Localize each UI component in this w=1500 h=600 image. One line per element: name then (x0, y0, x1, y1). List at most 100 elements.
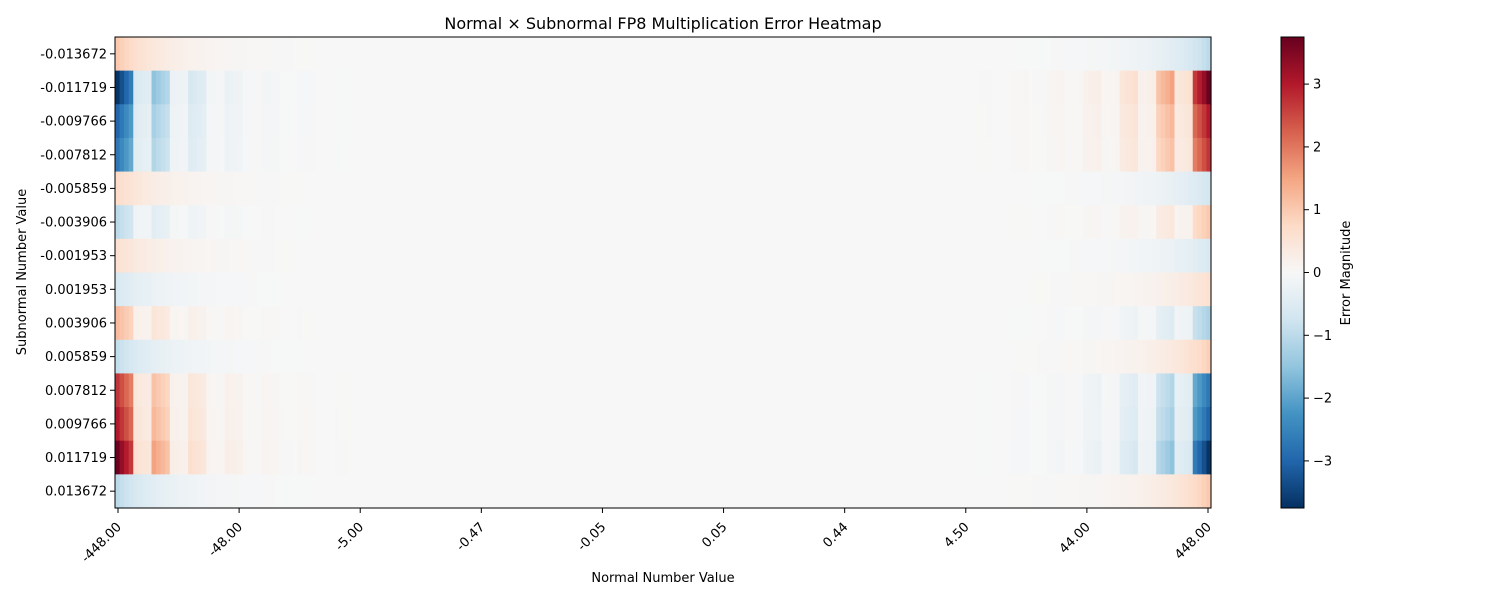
heatmap-cell (475, 171, 481, 206)
heatmap-cell (169, 205, 175, 240)
heatmap-cell (726, 137, 733, 173)
heatmap-cell (229, 306, 235, 341)
heatmap-cell (589, 474, 596, 509)
heatmap-cell (1206, 137, 1212, 173)
heatmap-cell (749, 407, 755, 442)
heatmap-cell (663, 104, 669, 139)
heatmap-cell (274, 373, 280, 408)
heatmap-cell (151, 272, 157, 307)
heatmap-cell (745, 37, 751, 72)
heatmap-cell (1005, 37, 1011, 72)
heatmap-cell (539, 238, 545, 274)
heatmap-cell (768, 137, 774, 173)
heatmap-cell (982, 339, 988, 375)
heatmap-cell (146, 407, 153, 442)
heatmap-cell (183, 238, 189, 274)
heatmap-cell (987, 70, 993, 105)
heatmap-cell (471, 205, 477, 240)
heatmap-cell (768, 407, 774, 442)
heatmap-cell (384, 137, 390, 173)
heatmap-cell (416, 104, 422, 139)
heatmap-cell (567, 137, 573, 173)
heatmap-cell (457, 171, 463, 206)
heatmap-cell (763, 272, 769, 307)
heatmap-cell (790, 474, 797, 509)
heatmap-cell (818, 474, 824, 509)
heatmap-cell (233, 373, 239, 408)
heatmap-cell (681, 104, 687, 139)
heatmap-cell (471, 272, 477, 307)
heatmap-cell (959, 104, 965, 139)
heatmap-cell (845, 238, 851, 274)
heatmap-cell (1069, 440, 1075, 475)
heatmap-cell (416, 70, 422, 105)
heatmap-cell (886, 407, 892, 442)
heatmap-cell (1169, 407, 1176, 442)
heatmap-cell (247, 104, 253, 139)
heatmap-cell (398, 171, 404, 206)
heatmap-cell (845, 205, 851, 240)
heatmap-cell (1133, 37, 1139, 72)
heatmap-cell (457, 373, 463, 408)
heatmap-cell (393, 474, 399, 509)
heatmap-cell (494, 205, 500, 240)
heatmap-cell (635, 306, 641, 341)
heatmap-cell (402, 474, 408, 509)
heatmap-cell (128, 440, 134, 475)
heatmap-cell (279, 373, 285, 408)
heatmap-cell (1128, 474, 1134, 509)
heatmap-cell (571, 339, 577, 375)
heatmap-cell (1119, 238, 1125, 274)
heatmap-cell (836, 407, 842, 442)
heatmap-cell (1023, 70, 1029, 105)
heatmap-cell (115, 407, 121, 442)
heatmap-cell (466, 205, 472, 240)
heatmap-cell (873, 272, 879, 307)
heatmap-cell (516, 171, 523, 206)
heatmap-cell (804, 70, 810, 105)
heatmap-cell (498, 272, 504, 307)
heatmap-cell (950, 407, 956, 442)
heatmap-cell (142, 339, 148, 375)
heatmap-cell (1060, 205, 1066, 240)
heatmap-cell (142, 373, 148, 408)
x-tick-label: 44.00 (1057, 520, 1094, 557)
heatmap-cell (895, 474, 902, 509)
heatmap-cell (699, 373, 705, 408)
heatmap-cell (343, 37, 349, 72)
heatmap-cell (384, 373, 390, 408)
heatmap-cell (617, 306, 623, 341)
heatmap-cell (311, 474, 317, 509)
heatmap-cell (987, 171, 993, 206)
heatmap-cell (197, 205, 203, 240)
heatmap-cell (868, 373, 874, 408)
heatmap-cell (868, 137, 874, 173)
heatmap-cell (247, 440, 253, 475)
heatmap-cell (174, 407, 180, 442)
heatmap-cell (361, 37, 367, 72)
heatmap-cell (882, 238, 888, 274)
heatmap-cell (210, 407, 217, 442)
heatmap-cell (407, 407, 413, 442)
heatmap-cell (1115, 205, 1121, 240)
heatmap-cell (484, 70, 491, 105)
heatmap-cell (927, 306, 934, 341)
heatmap-cell (516, 37, 523, 72)
heatmap-cell (968, 339, 975, 375)
heatmap-cell (786, 272, 792, 307)
heatmap-cell (978, 440, 984, 475)
heatmap-cell (1023, 373, 1029, 408)
heatmap-cell (389, 70, 395, 105)
heatmap-cell (658, 373, 664, 408)
heatmap-cell (635, 37, 641, 72)
heatmap-cell (293, 339, 299, 375)
heatmap-cell (649, 339, 655, 375)
heatmap-cell (1083, 339, 1089, 375)
heatmap-cell (1105, 104, 1112, 139)
heatmap-cell (726, 440, 733, 475)
heatmap-cell (831, 137, 838, 173)
heatmap-cell (781, 238, 787, 274)
heatmap-cell (809, 306, 815, 341)
heatmap-cell (242, 306, 249, 341)
heatmap-cell (411, 272, 417, 307)
